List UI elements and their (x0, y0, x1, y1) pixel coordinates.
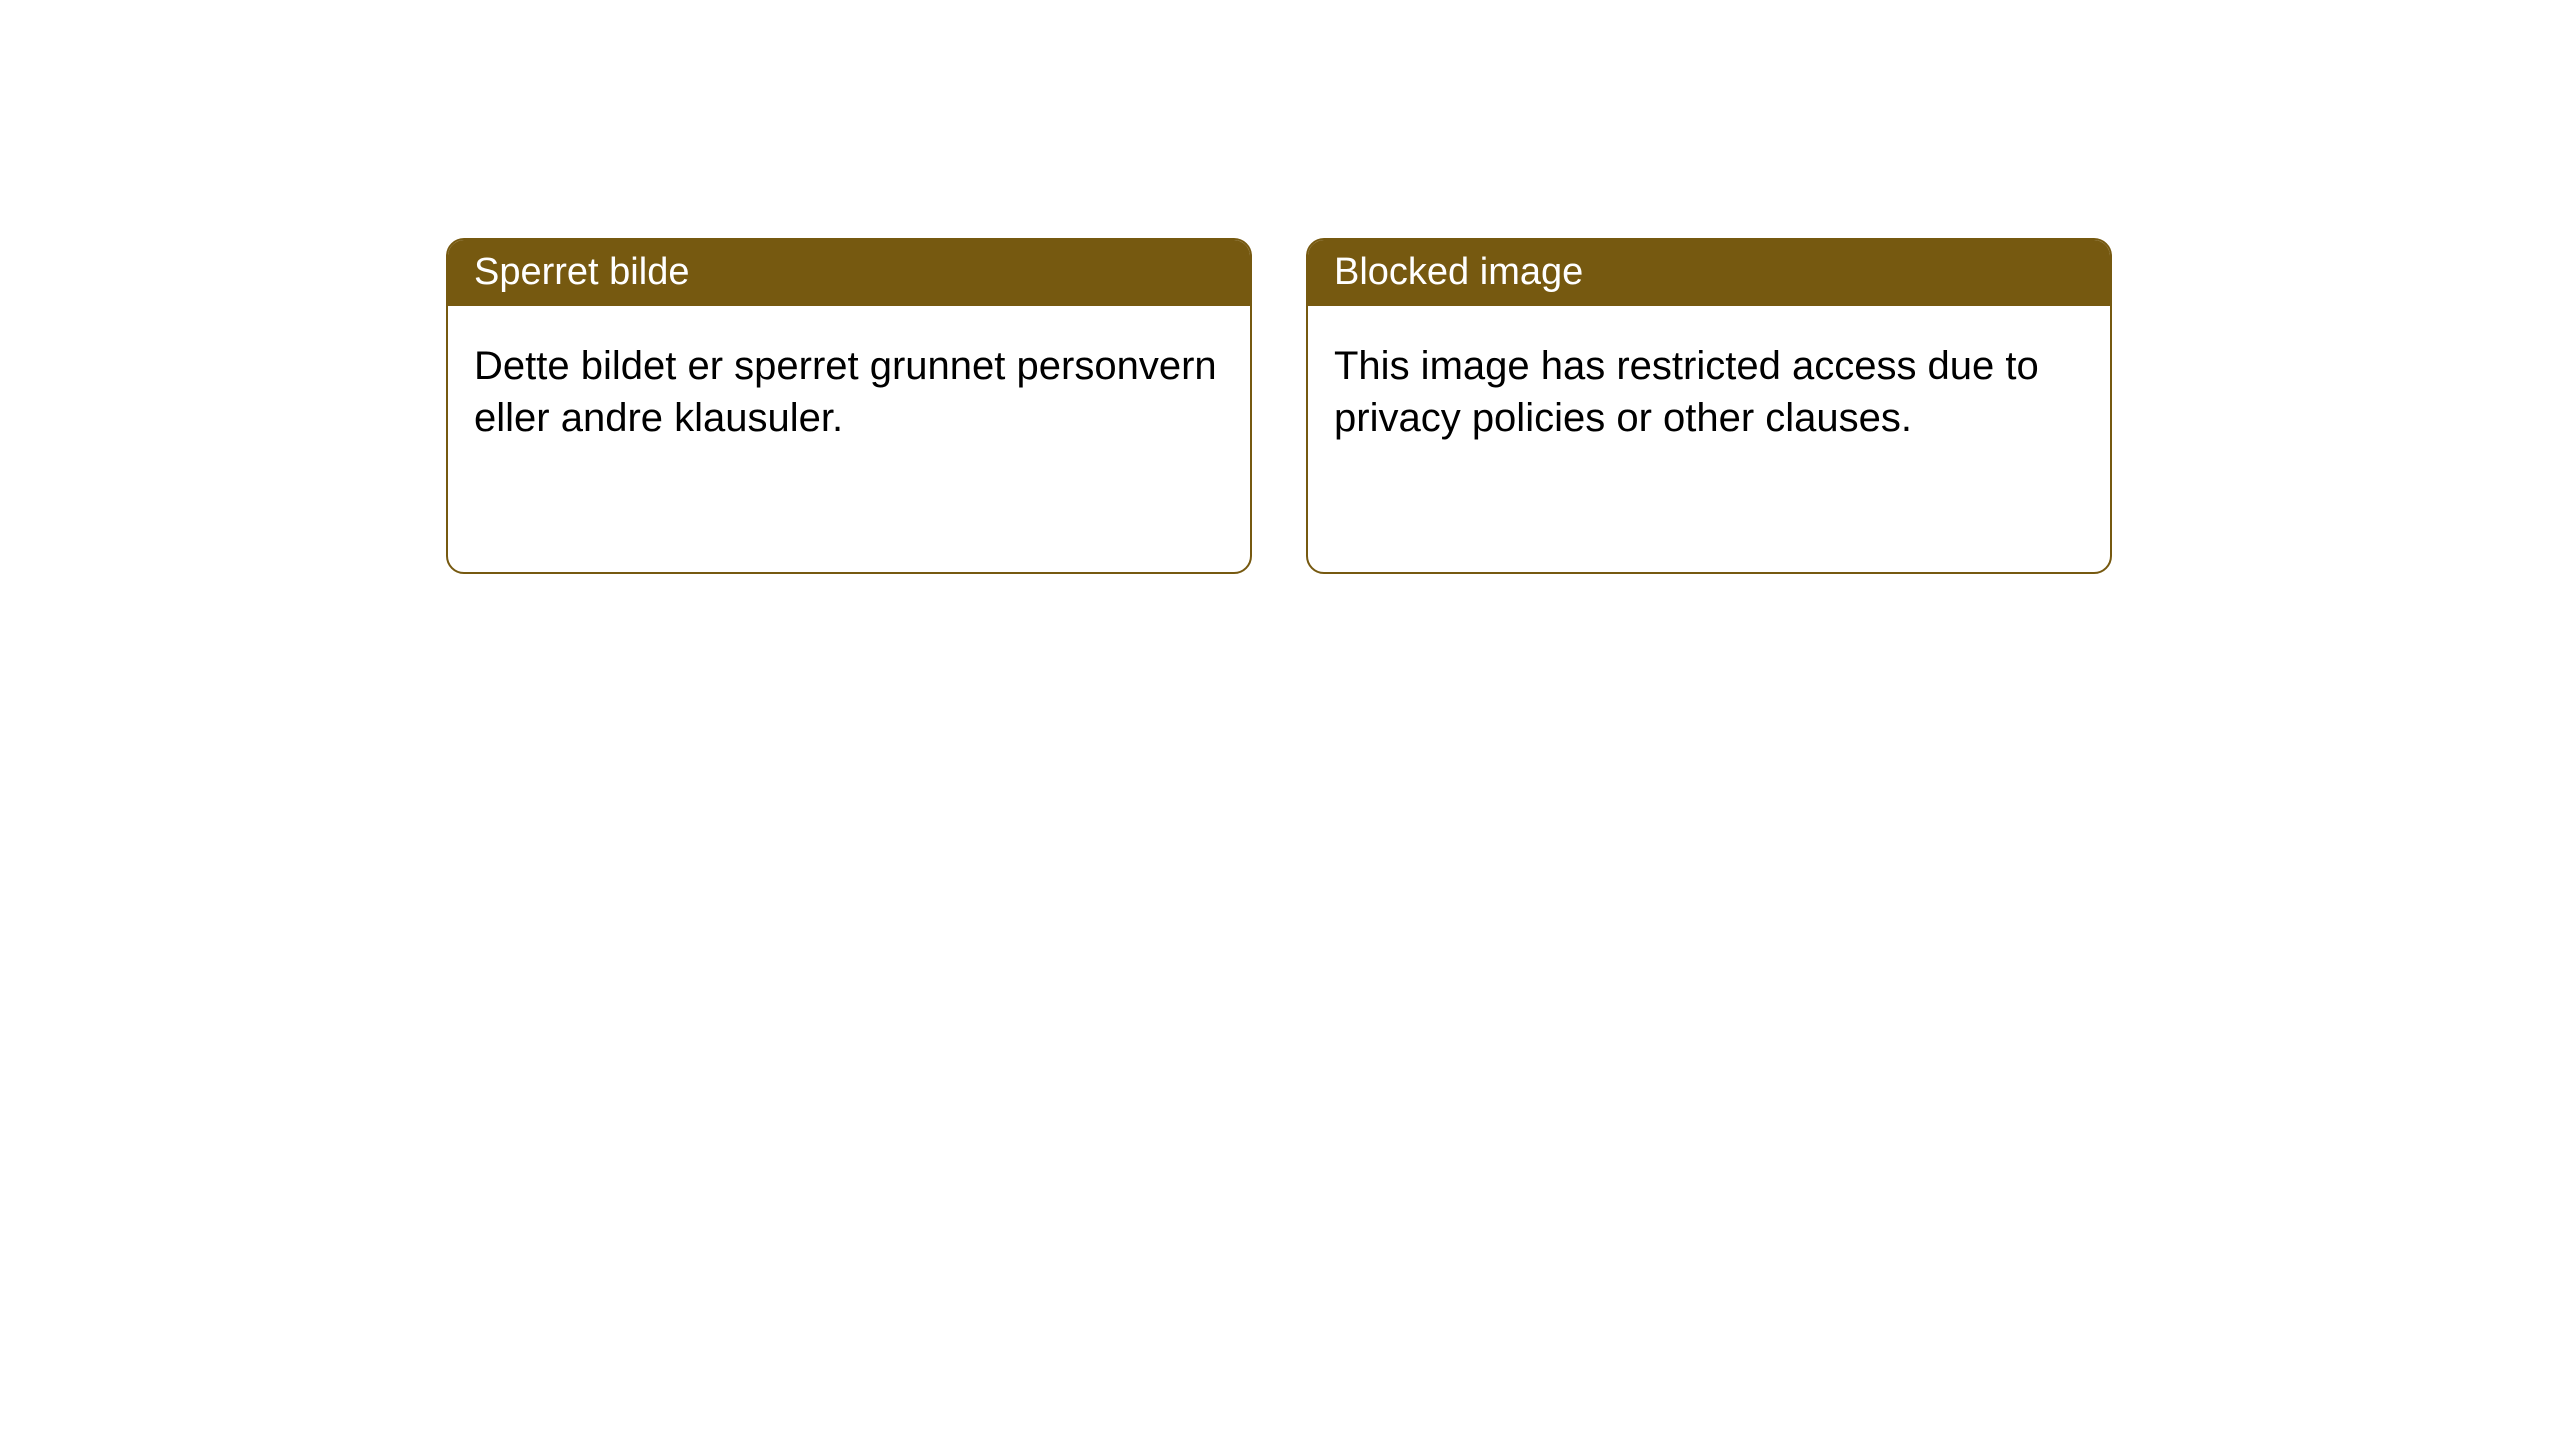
notice-card-norwegian: Sperret bilde Dette bildet er sperret gr… (446, 238, 1252, 574)
card-body-text: Dette bildet er sperret grunnet personve… (474, 344, 1217, 441)
card-title: Blocked image (1334, 251, 1583, 293)
card-header: Blocked image (1308, 240, 2110, 306)
notice-cards-container: Sperret bilde Dette bildet er sperret gr… (446, 238, 2112, 574)
card-body: Dette bildet er sperret grunnet personve… (448, 306, 1250, 480)
card-header: Sperret bilde (448, 240, 1250, 306)
card-body: This image has restricted access due to … (1308, 306, 2110, 480)
card-title: Sperret bilde (474, 251, 689, 293)
card-body-text: This image has restricted access due to … (1334, 344, 2039, 441)
notice-card-english: Blocked image This image has restricted … (1306, 238, 2112, 574)
